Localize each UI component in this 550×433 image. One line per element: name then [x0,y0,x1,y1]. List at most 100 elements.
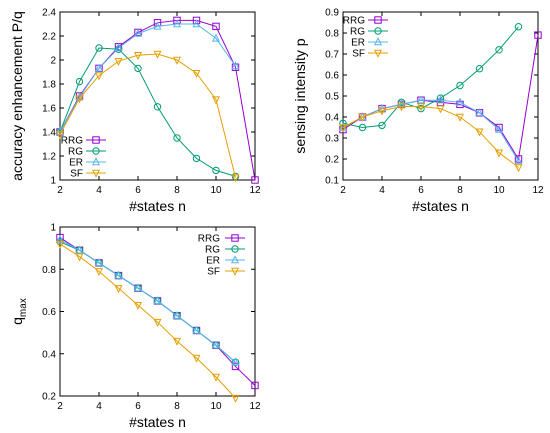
x-tick-label: 12 [249,185,261,196]
y-tick-label: 1.2 [42,152,56,163]
legend-marker-rrg [374,16,382,24]
y-tick-label: 0.5 [325,92,339,103]
x-tick-label: 10 [210,185,222,196]
legend-label-rg: RG [350,27,365,38]
data-point [494,149,504,158]
y-tick-label: 0.6 [42,307,56,318]
data-point [212,22,220,31]
legend-marker-rg [92,147,100,155]
data-point [231,362,240,371]
legend-marker-sf [373,49,383,58]
data-point [134,64,142,73]
legend-label-er: ER [351,38,365,49]
data-point [133,28,143,37]
legend-marker-er [91,157,101,166]
plot-frame [59,226,256,397]
legend-label-er: ER [69,158,83,169]
data-point [231,357,240,366]
x-tick-label: 8 [174,401,180,412]
data-point [55,131,65,140]
data-point [436,95,445,104]
y-axis-label: accuracy enhancement P/q [9,11,25,181]
data-point [94,72,104,81]
data-point [475,65,484,73]
x-tick-label: 8 [457,185,463,196]
data-point [172,337,182,346]
data-point [211,33,221,42]
legend-marker-sf [230,267,240,276]
series-rrg [56,16,259,184]
data-point [475,107,484,116]
y-tick-label: 1.8 [42,80,56,91]
data-point [153,318,162,327]
data-point [133,283,143,292]
series-rg [56,44,240,181]
data-point [75,95,84,104]
data-point [172,19,182,28]
x-tick-label: 12 [532,185,544,196]
legend-label-er: ER [206,256,220,267]
data-point [114,270,123,279]
series-sf [338,103,523,173]
data-point [173,134,181,142]
data-point [436,94,445,102]
data-point [94,63,104,72]
y-tick-label: 2.2 [42,32,56,43]
series-line-sf [59,243,236,399]
y-tick-label: 2.4 [42,8,56,19]
data-point [75,245,84,254]
data-point [114,58,123,67]
data-point [212,166,220,175]
data-point [114,45,123,53]
x-tick-label: 2 [57,185,63,196]
data-point [455,113,465,122]
series-line-sf [342,106,519,168]
legend-marker-rrg [92,136,100,144]
data-point [192,70,201,79]
x-tick-label: 4 [96,401,102,412]
y-tick-label: 0.6 [325,71,339,82]
data-point [95,44,103,52]
data-point [133,301,143,310]
x-tick-label: 12 [249,401,261,412]
data-point [416,95,426,104]
data-point [55,234,65,243]
y-axis-label-subscript: max [18,298,29,317]
data-point [338,124,348,133]
data-point [378,121,386,130]
x-tick-label: 10 [493,185,505,196]
y-tick-label: 0.8 [325,29,339,40]
chart-panel-1: 2 4 6 8 10 12 1 1.2 1.4 1.6 1.8 2 2.2 2.4 #states n acc… [9,8,261,215]
data-point [231,174,240,183]
x-tick-label: 10 [210,401,222,412]
y-tick-label: 1.6 [42,104,56,115]
data-point [514,155,523,163]
legend-label-rrg: RRG [343,16,365,27]
series-sf [55,240,240,403]
data-point [416,103,426,112]
data-point [172,310,182,319]
series-line-rg [59,47,236,177]
data-point [475,128,484,137]
data-point [397,98,406,107]
x-tick-label: 6 [135,401,141,412]
data-point [94,268,104,277]
y-tick-label: 0.3 [325,134,339,145]
series-rg [339,23,523,132]
data-point [133,52,143,61]
data-point [251,381,259,390]
x-axis-label: #states n [129,198,186,214]
data-point [231,61,240,70]
chart-panel-2: 2 4 6 8 10 12 0.1 0.2 0.3 0.4 0.5 0.6 0.7 0.8 0.9 #stat… [292,8,544,215]
y-tick-label: 0.7 [325,50,339,61]
data-point [75,77,84,86]
data-point [211,373,221,382]
legend-label-rrg: RRG [198,234,220,245]
data-point [251,176,259,184]
y-tick-label: 1.4 [42,128,56,139]
data-point [514,164,523,173]
